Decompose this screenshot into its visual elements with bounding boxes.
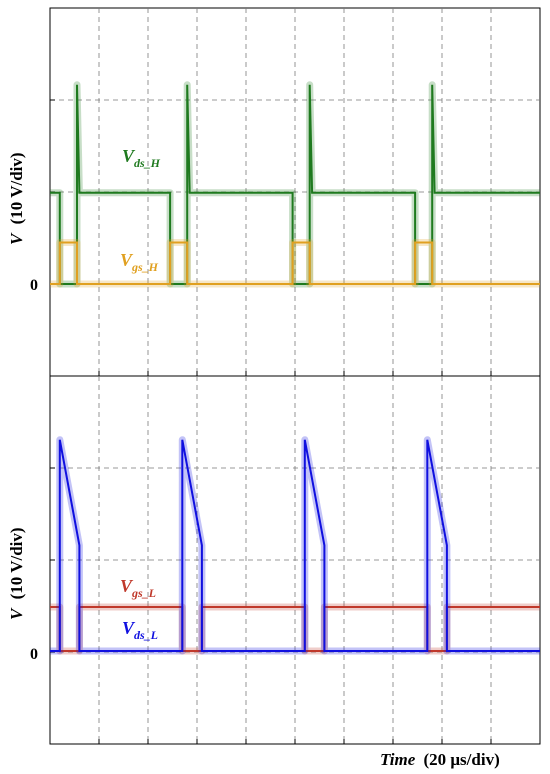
vgs-l-label: Vgs_L <box>120 576 156 600</box>
vds-l-label-main: V <box>122 618 136 638</box>
top-y-axis-symbol: V <box>7 232 26 245</box>
vds-h-label: Vds_H <box>122 146 161 170</box>
vds-l-label-sub: ds_L <box>134 628 158 642</box>
top-zero-tick-label: 0 <box>30 277 38 294</box>
x-axis-word: Time <box>380 750 416 769</box>
panel-ticks <box>50 99 492 744</box>
bottom-y-axis-label: V (10 V/div) <box>7 527 26 620</box>
series-line-vds-h <box>50 84 540 285</box>
bottom-y-axis-units: (10 V/div) <box>7 527 26 599</box>
top-y-axis-units: (10 V/div) <box>7 152 26 224</box>
vgs-h-label-sub: gs_H <box>131 260 159 274</box>
vds-h-label-main: V <box>122 146 136 166</box>
series-line-vgs-l <box>50 606 540 652</box>
top-panel-traces <box>50 81 540 288</box>
vgs-h-label-main: V <box>120 250 134 270</box>
vgs-l-label-sub: gs_L <box>131 586 156 600</box>
vds-l-label: Vds_L <box>122 618 158 642</box>
bottom-panel-grid <box>50 376 540 744</box>
x-axis-units: (20 μs/div) <box>424 750 500 769</box>
bottom-y-axis-symbol: V <box>7 607 26 620</box>
vgs-l-label-main: V <box>120 576 134 596</box>
series-line-vgs-h <box>50 241 540 285</box>
vgs-h-label: Vgs_H <box>120 250 159 274</box>
series-line-vds-l <box>50 439 540 652</box>
top-y-axis-label: V (10 V/div) <box>7 152 26 245</box>
x-axis-label: Time (20 μs/div) <box>380 750 500 769</box>
bottom-zero-tick-label: 0 <box>30 646 38 663</box>
bottom-panel-traces <box>50 436 540 655</box>
vds-h-label-sub: ds_H <box>134 156 161 170</box>
